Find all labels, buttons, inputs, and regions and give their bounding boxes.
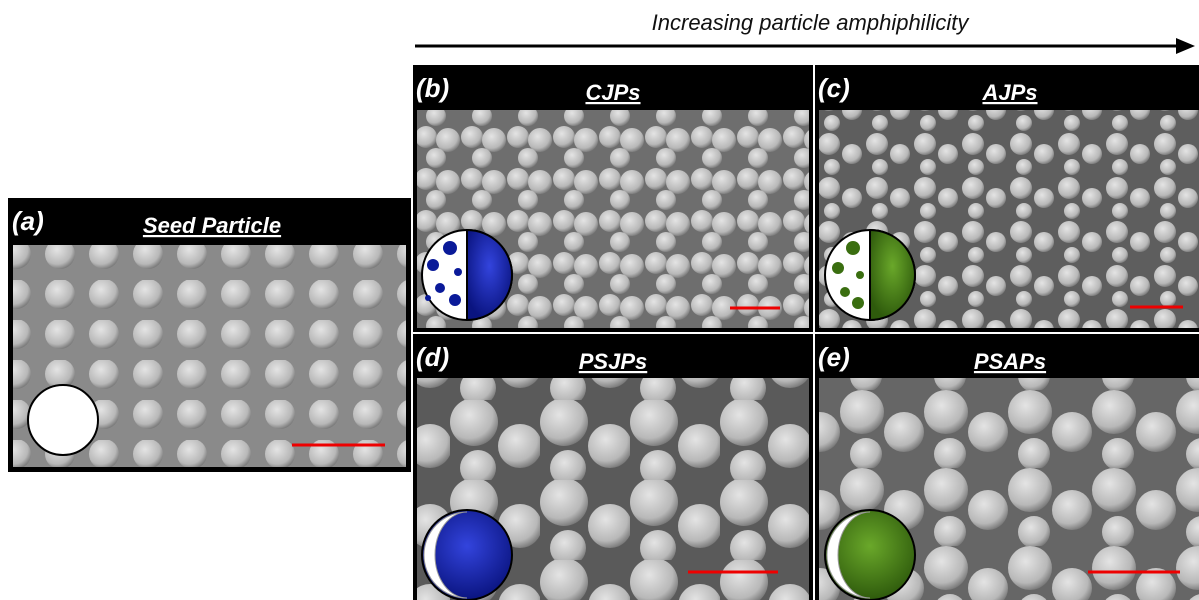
particle-icon <box>422 230 512 320</box>
panel-letter: (e) <box>818 342 850 372</box>
panel-title: PSAPs <box>974 349 1046 374</box>
panel-title: CJPs <box>585 80 640 105</box>
panel-title: Seed Particle <box>143 213 281 238</box>
particle-icon <box>825 510 915 600</box>
page: {"arrow_label": "Increasing particle amp… <box>0 0 1199 600</box>
arrow-label: Increasing particle amphiphilicity <box>652 10 971 35</box>
particle-icon <box>422 510 512 600</box>
particle-icon <box>825 230 915 320</box>
particle-icon <box>28 385 98 455</box>
panel-title: AJPs <box>981 80 1037 105</box>
panel-letter: (d) <box>416 342 449 372</box>
panel-letter: (a) <box>12 206 44 236</box>
figure: Increasing particle amphiphilicity (a) S… <box>0 0 1199 600</box>
panel-title: PSJPs <box>579 349 648 374</box>
arrow-head <box>1176 38 1195 54</box>
panel-letter: (c) <box>818 73 850 103</box>
panel-letter: (b) <box>416 73 449 103</box>
